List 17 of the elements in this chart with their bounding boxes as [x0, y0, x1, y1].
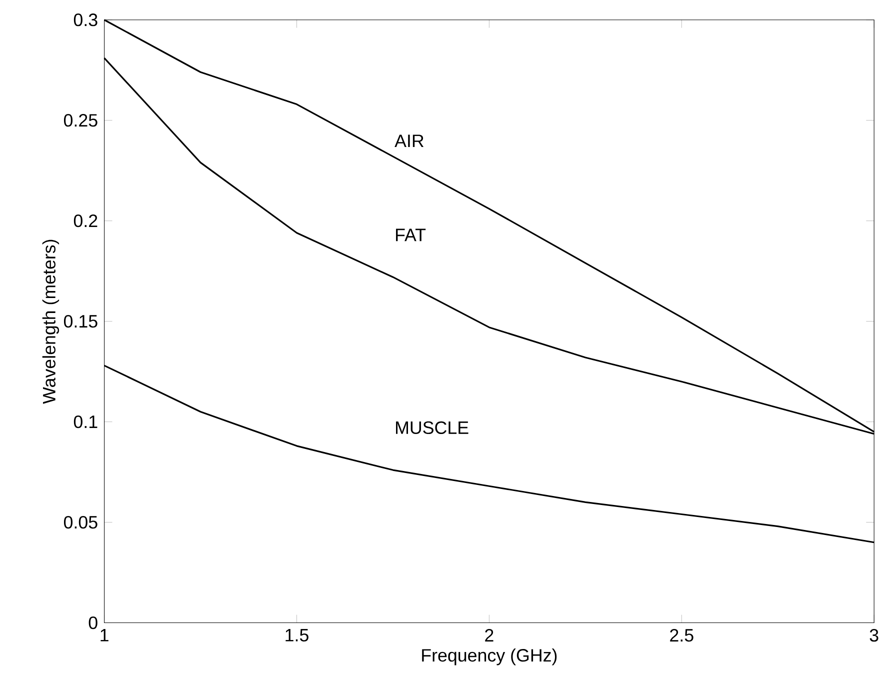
- annotation: AIR: [394, 134, 424, 147]
- y-tick-label: 0.25: [64, 114, 98, 127]
- y-tick-label: 0.15: [64, 314, 98, 328]
- x-tick-label: 1: [100, 628, 108, 642]
- y-tick-label: 0: [88, 616, 98, 629]
- y-tick-label: 0.3: [74, 13, 98, 26]
- annotation: FAT: [396, 228, 426, 241]
- x-axis-title: Frequency (GHz): [422, 648, 557, 666]
- x-tick-label: 3: [870, 628, 878, 642]
- x-tick-label: 2: [485, 628, 494, 642]
- y-axis-title: Wavelength (meters): [42, 240, 60, 404]
- y-tick-label: 0.1: [74, 415, 98, 428]
- annotation: MUSCLE: [396, 421, 468, 434]
- y-tick-label: 0.2: [74, 214, 98, 228]
- x-tick-label: 1.5: [286, 628, 308, 642]
- y-tick-label: 0.05: [64, 516, 98, 528]
- x-tick-label: 2.5: [670, 628, 694, 642]
